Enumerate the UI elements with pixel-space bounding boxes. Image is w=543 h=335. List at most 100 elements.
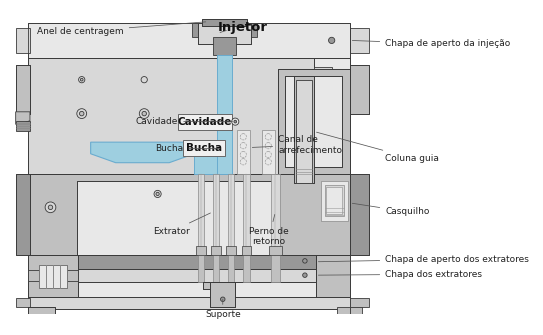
Bar — [192, 22, 257, 37]
Bar — [78, 255, 315, 269]
Bar — [39, 265, 46, 288]
Bar — [271, 174, 280, 256]
Circle shape — [232, 118, 239, 125]
Text: Canal de
arrefecimento: Canal de arrefecimento — [252, 135, 342, 154]
Bar — [294, 76, 314, 183]
Circle shape — [79, 77, 85, 83]
Bar — [16, 298, 30, 307]
Bar — [16, 28, 30, 53]
Bar — [198, 255, 204, 282]
Bar — [210, 282, 235, 307]
Bar — [203, 282, 235, 289]
Bar — [243, 255, 250, 282]
Bar — [285, 76, 343, 167]
Bar — [294, 76, 314, 183]
Bar — [198, 174, 204, 256]
Bar — [46, 265, 53, 288]
Bar — [78, 269, 315, 282]
Bar — [28, 255, 78, 296]
Bar — [184, 140, 225, 156]
Bar — [350, 307, 362, 315]
Text: Perno de
retorno: Perno de retorno — [249, 214, 289, 247]
Bar — [243, 174, 250, 256]
Bar — [226, 246, 236, 255]
Circle shape — [302, 273, 307, 277]
Bar — [53, 265, 60, 288]
Bar — [28, 307, 55, 315]
Bar — [53, 265, 60, 288]
Bar — [278, 69, 350, 174]
Bar — [228, 255, 235, 282]
Circle shape — [154, 190, 161, 198]
Bar — [203, 282, 235, 289]
Bar — [39, 265, 46, 288]
Text: Cavidade: Cavidade — [178, 117, 232, 127]
Bar — [28, 296, 350, 309]
Text: Bucha: Bucha — [186, 143, 222, 153]
Bar — [213, 255, 219, 282]
Bar — [269, 246, 282, 255]
Bar — [16, 174, 30, 255]
Bar — [325, 185, 344, 216]
Bar — [77, 181, 274, 255]
Bar — [210, 282, 235, 307]
Bar — [178, 114, 232, 130]
Text: Suporte: Suporte — [205, 299, 241, 319]
Circle shape — [45, 202, 56, 213]
Bar — [202, 19, 247, 26]
Bar — [28, 307, 55, 315]
Bar — [77, 181, 274, 255]
Bar — [271, 255, 280, 282]
Bar — [350, 298, 369, 307]
Bar — [350, 65, 369, 115]
Text: Coluna guia: Coluna guia — [317, 132, 439, 163]
Bar — [262, 130, 275, 174]
Bar — [28, 270, 78, 281]
Circle shape — [142, 111, 147, 116]
Bar — [46, 265, 53, 288]
Bar — [16, 65, 30, 115]
Bar — [28, 22, 350, 58]
Bar — [242, 246, 251, 255]
Bar — [28, 22, 350, 58]
Text: Chapa dos extratores: Chapa dos extratores — [318, 270, 482, 279]
Text: Chapa de aperto dos extratores: Chapa de aperto dos extratores — [318, 255, 529, 264]
Text: Casquilho: Casquilho — [352, 203, 430, 216]
Circle shape — [234, 120, 237, 123]
Bar — [28, 174, 350, 255]
Bar — [337, 307, 350, 315]
Circle shape — [79, 111, 84, 116]
Bar — [237, 130, 250, 174]
Text: Bucha: Bucha — [155, 144, 220, 153]
Text: Extrator: Extrator — [153, 213, 211, 236]
Bar — [28, 174, 350, 255]
Bar — [16, 65, 30, 115]
Bar — [196, 246, 206, 255]
Bar — [350, 174, 369, 255]
Polygon shape — [314, 58, 350, 76]
Bar — [28, 58, 350, 174]
Bar — [60, 265, 67, 288]
Polygon shape — [194, 154, 217, 174]
Bar — [314, 58, 350, 76]
Circle shape — [141, 77, 147, 83]
Bar — [198, 22, 251, 44]
Bar — [315, 255, 350, 296]
Bar — [285, 76, 343, 167]
Polygon shape — [91, 142, 194, 163]
Text: Chapa de aperto da injeção: Chapa de aperto da injeção — [352, 40, 510, 49]
Bar — [78, 255, 315, 269]
Bar — [213, 174, 219, 256]
Circle shape — [156, 192, 159, 196]
Circle shape — [80, 78, 83, 81]
Bar — [350, 28, 369, 53]
Bar — [326, 187, 343, 214]
Bar — [211, 246, 221, 255]
Bar — [296, 80, 312, 183]
Bar — [315, 255, 350, 296]
Bar — [28, 296, 350, 309]
Circle shape — [220, 297, 225, 302]
Text: Cavidade: Cavidade — [136, 117, 232, 126]
Circle shape — [140, 109, 149, 119]
Bar — [16, 174, 30, 255]
